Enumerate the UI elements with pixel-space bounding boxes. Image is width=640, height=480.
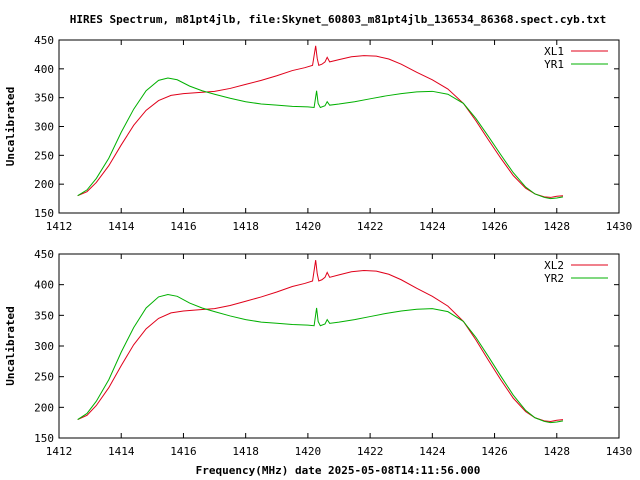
y-tick-label: 300 bbox=[34, 121, 54, 134]
x-tick-label: 1424 bbox=[419, 220, 446, 233]
x-tick-label: 1420 bbox=[295, 445, 322, 458]
plot-frame bbox=[58, 253, 620, 439]
y-tick-label: 450 bbox=[34, 248, 54, 261]
x-tick-label: 1428 bbox=[544, 220, 571, 233]
legend-label-XL1: XL1 bbox=[544, 45, 564, 58]
x-tick-label: 1426 bbox=[481, 220, 508, 233]
series-line-YR2 bbox=[77, 293, 564, 424]
y-tick-label: 250 bbox=[34, 371, 54, 384]
y-tick-label: 350 bbox=[34, 92, 54, 105]
legend-label-YR1: YR1 bbox=[544, 58, 564, 71]
legend-label-XL2: XL2 bbox=[544, 259, 564, 272]
y-tick-label: 450 bbox=[34, 34, 54, 47]
x-tick-label: 1420 bbox=[295, 220, 322, 233]
x-tick-label: 1430 bbox=[606, 220, 633, 233]
series-line-XL1 bbox=[77, 45, 564, 198]
series-line-YR1 bbox=[77, 77, 564, 200]
y-axis-label: Uncalibrated bbox=[4, 87, 17, 166]
x-tick-label: 1422 bbox=[357, 220, 384, 233]
y-tick-label: 150 bbox=[34, 207, 54, 220]
y-axis-label: Uncalibrated bbox=[4, 306, 17, 385]
x-tick-label: 1426 bbox=[481, 445, 508, 458]
legend-label-YR2: YR2 bbox=[544, 272, 564, 285]
y-tick-label: 350 bbox=[34, 309, 54, 322]
x-tick-label: 1428 bbox=[544, 445, 571, 458]
y-tick-label: 200 bbox=[34, 178, 54, 191]
x-tick-label: 1416 bbox=[170, 220, 197, 233]
x-axis-label: Frequency(MHz) date 2025-05-08T14:11:56.… bbox=[196, 464, 481, 477]
x-tick-label: 1416 bbox=[170, 445, 197, 458]
x-tick-label: 1424 bbox=[419, 445, 446, 458]
x-tick-label: 1412 bbox=[46, 220, 73, 233]
x-tick-label: 1430 bbox=[606, 445, 633, 458]
x-tick-label: 1418 bbox=[232, 220, 259, 233]
x-tick-label: 1418 bbox=[232, 445, 259, 458]
bottom-panel: 1412 1414 1416 1418 1420 1422 1424 1426 1428 1430… bbox=[4, 248, 632, 458]
y-tick-label: 200 bbox=[34, 401, 54, 414]
series-line-XL2 bbox=[77, 260, 564, 422]
y-tick-label: 400 bbox=[34, 279, 54, 292]
y-tick-label: 400 bbox=[34, 63, 54, 76]
x-tick-label: 1412 bbox=[46, 445, 73, 458]
y-tick-label: 150 bbox=[34, 432, 54, 445]
top-panel: 1412 1414 1416 1418 1420 1422 1424 1426 1428 1430… bbox=[4, 34, 632, 233]
x-tick-label: 1414 bbox=[108, 220, 135, 233]
plot-frame bbox=[58, 39, 620, 214]
y-tick-label: 250 bbox=[34, 149, 54, 162]
figure-title: HIRES Spectrum, m81pt4jlb, file:Skynet_6… bbox=[70, 13, 606, 26]
x-tick-label: 1422 bbox=[357, 445, 384, 458]
y-tick-label: 300 bbox=[34, 340, 54, 353]
x-tick-label: 1414 bbox=[108, 445, 135, 458]
